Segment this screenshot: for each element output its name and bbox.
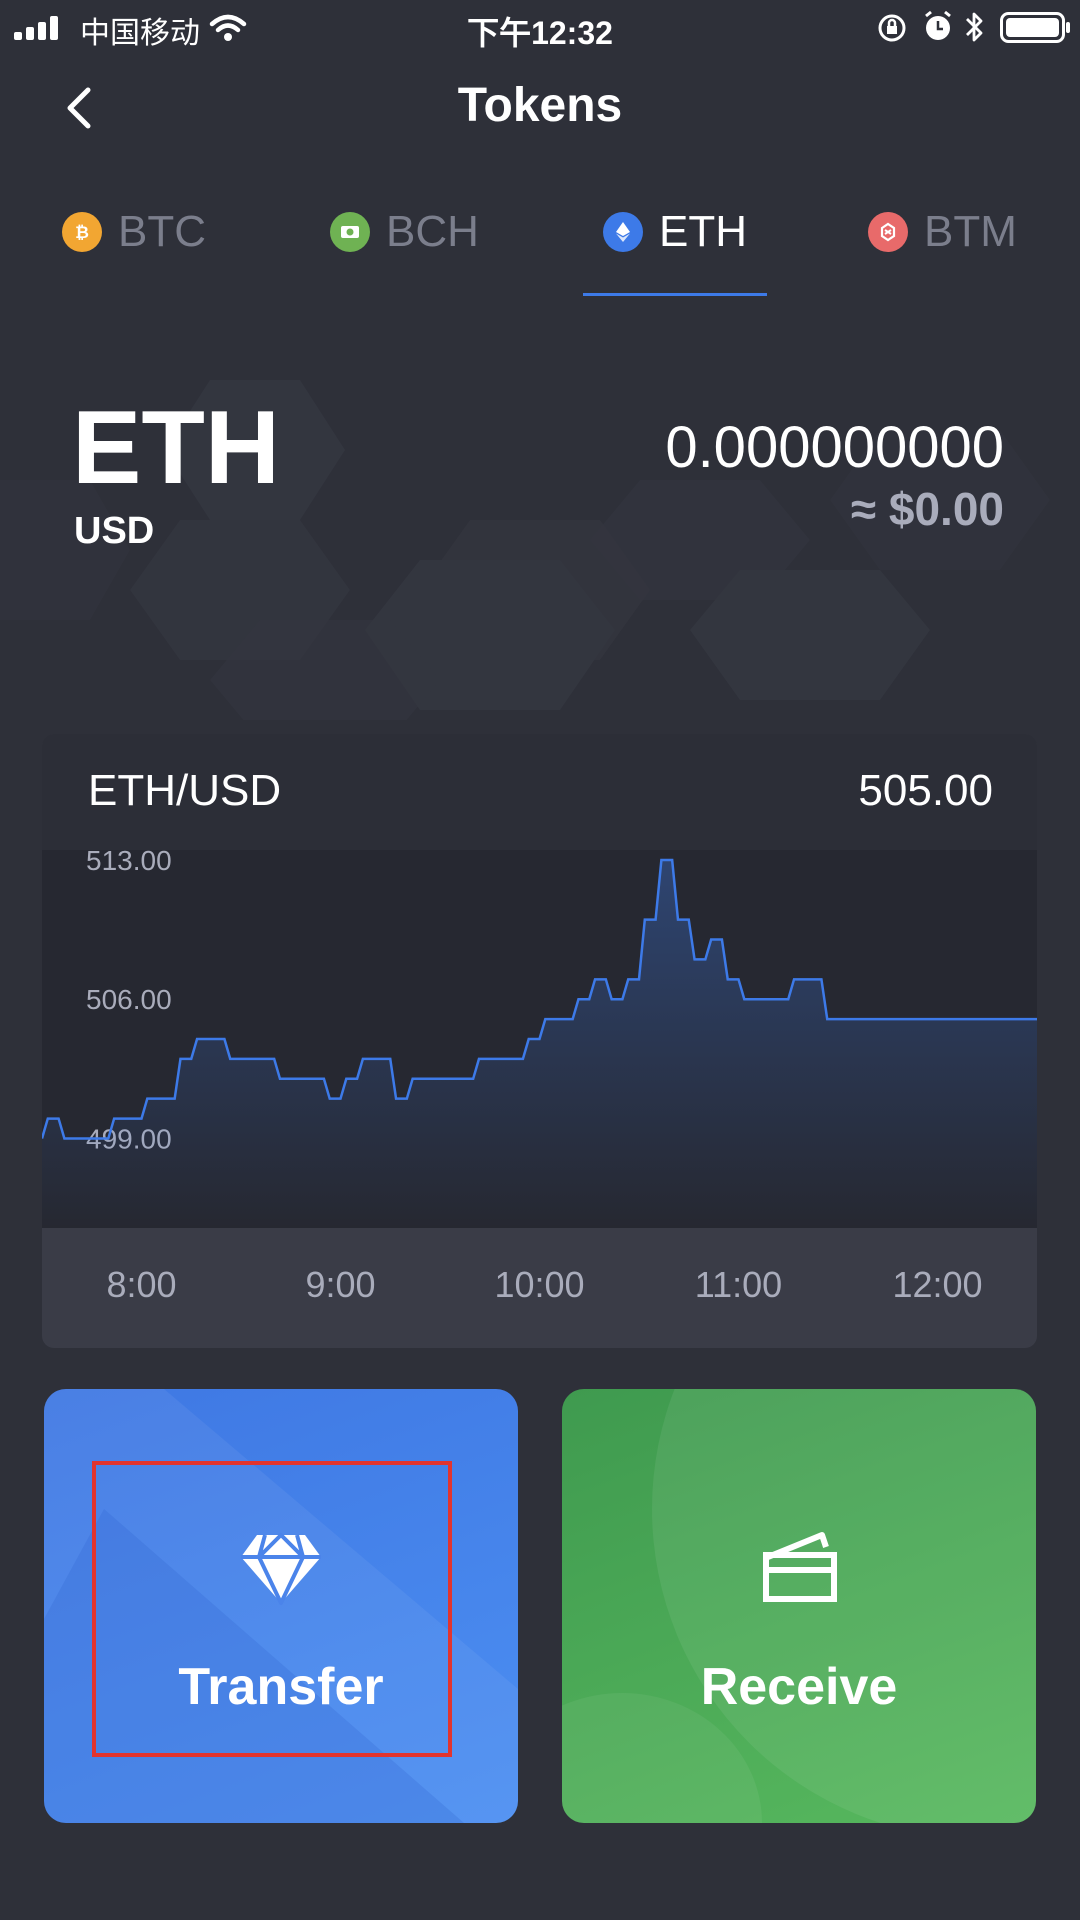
- y-tick-label: 506.00: [86, 984, 172, 1015]
- wallet-icon: [763, 1532, 837, 1602]
- carrier-label: 中国移动: [80, 16, 200, 51]
- tab-btm[interactable]: BTM: [868, 200, 1017, 264]
- diamond-icon: [241, 1533, 321, 1605]
- active-tab-indicator: [583, 293, 767, 296]
- hexagon-pattern-background: [0, 300, 1080, 720]
- price-series-line: [42, 858, 1037, 1140]
- status-time: 下午12:32: [467, 15, 613, 51]
- wifi-icon: [209, 14, 247, 41]
- tab-eth[interactable]: ETH: [603, 200, 747, 264]
- btm-coin-icon: [868, 212, 908, 252]
- battery-icon: [1000, 12, 1070, 43]
- x-tick-label: 9:00: [305, 1264, 376, 1305]
- highlight-box: [92, 1461, 452, 1757]
- page-title: Tokens: [457, 79, 623, 132]
- tab-btc[interactable]: ₿ BTC: [62, 200, 206, 264]
- bluetooth-icon: [966, 12, 983, 42]
- transfer-button-background: [44, 1389, 518, 1823]
- tab-label: ETH: [659, 207, 747, 256]
- bch-coin-icon: [330, 212, 370, 252]
- y-tick-label: 513.00: [86, 850, 172, 876]
- receive-button-background: [562, 1389, 1036, 1823]
- token-balance: 0.000000000: [665, 415, 1004, 480]
- receive-label: Receive: [700, 1658, 898, 1716]
- x-tick-label: 8:00: [106, 1264, 177, 1305]
- tab-label: BTM: [924, 207, 1017, 256]
- x-tick-label: 11:00: [694, 1264, 783, 1305]
- tab-bch[interactable]: BCH: [330, 200, 479, 264]
- chart-header: ETH/USD 505.00: [42, 734, 1037, 850]
- x-tick-label: 10:00: [494, 1264, 585, 1305]
- signal-icon: [14, 16, 58, 40]
- fiat-currency: USD: [74, 510, 155, 552]
- fiat-value: ≈ $0.00: [850, 483, 1004, 535]
- status-bar: 中国移动 下午12:32: [0, 0, 1080, 54]
- alarm-icon: [925, 10, 951, 40]
- svg-text:₿: ₿: [75, 223, 89, 243]
- token-symbol: ETH: [72, 390, 280, 506]
- x-tick-label: 12:00: [892, 1264, 983, 1305]
- rotation-lock-icon: [878, 14, 906, 42]
- price-area-fill: [42, 859, 1037, 1228]
- receive-button[interactable]: Receive: [562, 1389, 1036, 1823]
- back-chevron-icon[interactable]: [60, 86, 104, 130]
- tab-label: BTC: [118, 207, 206, 256]
- btc-coin-icon: ₿: [62, 212, 102, 252]
- tab-label: BCH: [386, 207, 479, 256]
- chart-x-axis: 8:00 9:00 10:00 11:00 12:00: [42, 1228, 1037, 1348]
- transfer-label: Transfer: [178, 1658, 384, 1716]
- current-price: 505.00: [858, 766, 993, 815]
- trading-pair: ETH/USD: [88, 766, 282, 815]
- eth-coin-icon: [603, 212, 643, 252]
